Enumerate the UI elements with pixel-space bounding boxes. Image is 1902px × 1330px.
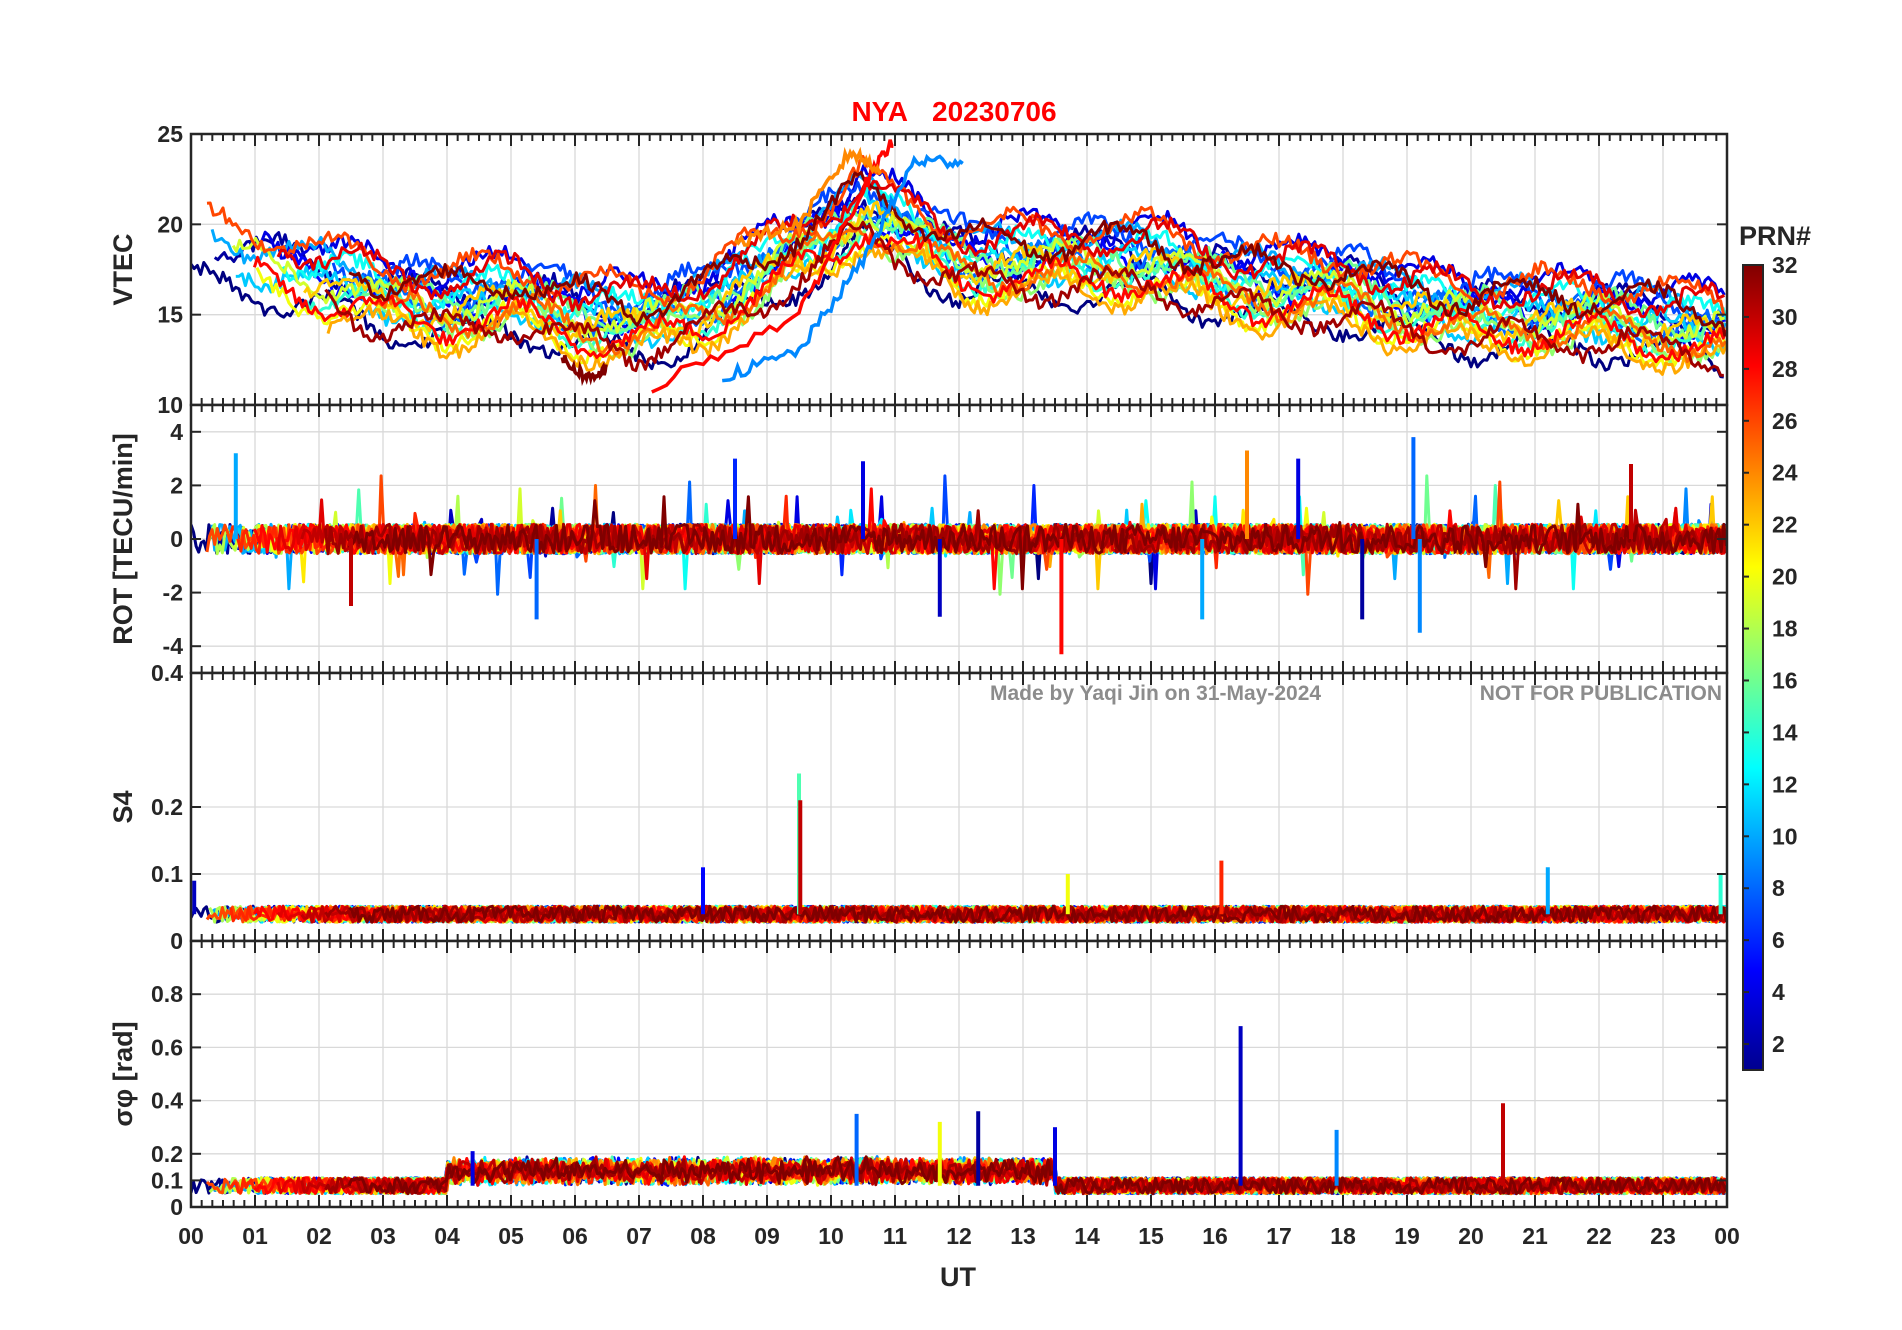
colorbar-tick-label: 30 — [1772, 304, 1798, 330]
x-tick-label: 21 — [1522, 1223, 1548, 1249]
colorbar-tick-label: 28 — [1772, 356, 1798, 382]
highlight-trace-2 — [733, 146, 883, 247]
y-axis-label: ROT [TECU/min] — [108, 433, 138, 644]
colorbar-tick-label: 22 — [1772, 512, 1798, 538]
y-tick-label: 0 — [170, 1194, 183, 1220]
trace-prn-23 — [326, 244, 1727, 376]
colorbar-tick-label: 24 — [1772, 460, 1798, 486]
y-tick-label: 0.1 — [151, 1167, 183, 1193]
y-tick-label: 0 — [170, 928, 183, 954]
panel-sigma_phi: 00.10.2 0.4 0.6 0.8 σφ [rad] — [108, 939, 1729, 1220]
highlight-trace-3 — [560, 354, 608, 387]
title-date: 20230706 — [932, 96, 1057, 127]
y-tick-label: 0.4 — [151, 1088, 183, 1114]
x-tick-label: 15 — [1138, 1223, 1164, 1249]
colorbar-tick-label: 32 — [1772, 252, 1798, 278]
x-tick-label: 16 — [1202, 1223, 1228, 1249]
trace-prn-31 — [324, 220, 1724, 377]
watermark-notice: NOT FOR PUBLICATION — [1480, 682, 1722, 705]
trace-prn-32 — [348, 495, 1727, 591]
y-tick-label: -4 — [163, 633, 184, 659]
x-tick-label: 00 — [178, 1223, 204, 1249]
x-tick-label: 23 — [1650, 1223, 1676, 1249]
trace-prn-25 — [374, 227, 1727, 364]
x-tick-label: 02 — [306, 1223, 332, 1249]
colorbar-gradient — [1742, 264, 1764, 1071]
x-tick-label: 14 — [1074, 1223, 1100, 1249]
y-tick-label: 0.6 — [151, 1034, 183, 1060]
x-tick-label: 05 — [498, 1223, 524, 1249]
y-tick-label: 0.4 — [151, 660, 183, 686]
traces — [191, 437, 1727, 655]
watermark-author: Made by Yaqi Jin on 31-May-2024 — [990, 682, 1321, 705]
trace-prn-32 — [348, 904, 1727, 924]
trace-prn-26 — [206, 155, 1726, 316]
colorbar-label: PRN# — [1739, 221, 1811, 251]
x-tick-labels: 00 01 02 03 04 05 06 07 08 09 10 11 12 13 14 15 16 17 18 19… — [178, 1223, 1740, 1249]
panel-vtec: 10 15 20 25 VTEC — [108, 121, 1729, 418]
y-tick-label: 0 — [170, 526, 183, 552]
colorbar-tick-label: 2 — [1772, 1031, 1785, 1057]
x-tick-label: 12 — [946, 1223, 972, 1249]
traces — [191, 1026, 1727, 1196]
ticks — [190, 405, 1728, 673]
y-tick-label: 0.2 — [151, 1141, 183, 1167]
x-tick-label: 09 — [754, 1223, 780, 1249]
traces — [191, 773, 1727, 924]
colorbar: 32 30 28 26 24 22 20 18 16 14 12 10 8 6 4 2 PRN# — [1739, 221, 1811, 1071]
x-tick-label: 11 — [883, 1223, 908, 1249]
highlight-trace-1 — [722, 153, 964, 383]
ticks — [190, 941, 1728, 1208]
x-tick-label: 17 — [1266, 1223, 1292, 1249]
x-tick-label: 20 — [1458, 1223, 1484, 1249]
colorbar-ticks: 32 30 28 26 24 22 20 18 16 14 12 10 8 6 4 2 — [1743, 252, 1798, 1057]
x-tick-label: 03 — [370, 1223, 396, 1249]
x-tick-label: 13 — [1010, 1223, 1036, 1249]
y-axis-label: σφ [rad] — [108, 1021, 138, 1126]
y-axis-label: VTEC — [108, 233, 138, 305]
x-tick-label: 08 — [690, 1223, 716, 1249]
trace-prn-32 — [347, 1155, 1727, 1196]
y-tick-label: 0.1 — [151, 861, 183, 887]
y-axis-label: S4 — [108, 790, 138, 823]
y-tick-label: 25 — [157, 121, 183, 147]
colorbar-tick-label: 4 — [1772, 979, 1785, 1005]
trace-prn-32 — [348, 170, 1727, 337]
panel-s4: 0 0.1 0.2 0.4 S4 — [108, 660, 1729, 954]
x-axis-label: UT — [940, 1262, 976, 1292]
y-tick-label: 4 — [170, 419, 183, 445]
title-station: NYA — [851, 96, 908, 127]
trace-prn-28 — [252, 232, 1727, 364]
colorbar-tick-label: 12 — [1772, 771, 1798, 797]
y-tick-label: 10 — [157, 392, 183, 418]
colorbar-tick-label: 18 — [1772, 616, 1798, 642]
y-tick-label: 15 — [157, 302, 183, 328]
colorbar-tick-label: 6 — [1772, 927, 1785, 953]
x-tick-label: 19 — [1394, 1223, 1420, 1249]
x-tick-label: 01 — [242, 1223, 268, 1249]
x-tick-label: 04 — [434, 1223, 460, 1249]
x-tick-label: 00 — [1714, 1223, 1740, 1249]
panel-rot: -4 -2 0 2 4 ROT [TECU/min] — [108, 403, 1729, 675]
colorbar-tick-label: 16 — [1772, 667, 1798, 693]
x-tick-label: 06 — [562, 1223, 588, 1249]
colorbar-tick-label: 8 — [1772, 875, 1785, 901]
colorbar-tick-label: 26 — [1772, 408, 1798, 434]
x-tick-label: 07 — [626, 1223, 652, 1249]
y-tick-label: 2 — [170, 472, 183, 498]
colorbar-tick-label: 10 — [1772, 823, 1798, 849]
colorbar-tick-label: 20 — [1772, 564, 1798, 590]
y-tick-label: 0.8 — [151, 981, 183, 1007]
colorbar-tick-label: 14 — [1772, 719, 1798, 745]
x-tick-label: 10 — [818, 1223, 844, 1249]
y-tick-label: -2 — [163, 580, 183, 606]
x-tick-label: 22 — [1586, 1223, 1612, 1249]
y-tick-label: 20 — [157, 211, 183, 237]
x-tick-label: 18 — [1330, 1223, 1356, 1249]
traces — [191, 139, 1727, 394]
y-tick-label: 0.2 — [151, 794, 183, 820]
